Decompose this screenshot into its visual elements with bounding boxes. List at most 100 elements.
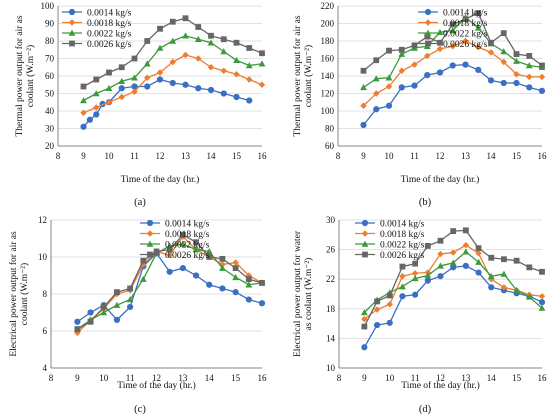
data-point xyxy=(93,111,100,118)
data-point xyxy=(488,254,495,261)
x-tick-label: 13 xyxy=(181,151,191,161)
data-point xyxy=(424,243,431,249)
data-point xyxy=(113,316,121,323)
data-point xyxy=(437,273,444,280)
data-point xyxy=(144,83,151,90)
series-3 xyxy=(80,32,266,104)
data-point xyxy=(513,51,520,58)
data-point xyxy=(233,93,240,101)
data-point xyxy=(475,258,482,265)
legend-marker xyxy=(424,8,432,16)
data-point xyxy=(118,77,126,84)
data-point xyxy=(462,241,470,249)
x-tick-label: 8 xyxy=(337,373,342,383)
data-point xyxy=(259,280,265,286)
data-point xyxy=(538,299,546,306)
y-tick-label: 14 xyxy=(326,333,336,343)
data-point xyxy=(475,245,482,252)
data-point xyxy=(131,88,138,95)
data-point xyxy=(194,35,202,42)
data-point xyxy=(424,52,431,60)
data-point xyxy=(179,265,186,272)
x-tick-label: 16 xyxy=(538,373,548,383)
data-point xyxy=(80,123,87,130)
x-tick-label: 10 xyxy=(99,373,109,383)
x-tick-label: 15 xyxy=(512,151,522,161)
series-1 xyxy=(360,61,546,129)
data-point xyxy=(436,69,444,76)
series-4 xyxy=(361,227,545,330)
data-point xyxy=(80,109,87,116)
data-point xyxy=(385,102,393,109)
series-4 xyxy=(80,15,265,90)
data-point xyxy=(385,83,393,90)
series-3 xyxy=(360,248,546,316)
data-point xyxy=(538,304,546,311)
data-point xyxy=(487,77,495,84)
data-point xyxy=(462,248,470,255)
x-tick-label: 16 xyxy=(258,151,268,161)
x-tick-label: 15 xyxy=(512,373,522,383)
legend-label: 0.0022 kg/s xyxy=(380,240,425,250)
data-point xyxy=(232,259,239,266)
data-point xyxy=(437,262,444,269)
y-tick-label: 10 xyxy=(38,252,48,262)
data-point xyxy=(374,298,380,305)
y-tick-label: 160 xyxy=(321,54,335,64)
x-tick-label: 9 xyxy=(362,373,367,383)
data-point xyxy=(195,85,202,92)
y-tick-label: 220 xyxy=(321,1,335,11)
data-point xyxy=(437,237,444,244)
data-point xyxy=(206,254,213,260)
legend-label: 0.0026 kg/s xyxy=(443,40,488,50)
data-point xyxy=(475,10,482,16)
data-point xyxy=(195,24,202,30)
y-tick-label: 120 xyxy=(321,89,335,99)
series-3 xyxy=(360,13,546,91)
data-point xyxy=(246,76,253,83)
data-point xyxy=(118,64,125,71)
data-point xyxy=(195,55,202,62)
x-tick-label: 14 xyxy=(487,373,497,383)
data-point xyxy=(233,56,240,63)
series-4 xyxy=(74,231,265,333)
data-point xyxy=(513,79,520,87)
y-tick-label: 26 xyxy=(326,245,336,255)
legend-marker xyxy=(68,19,76,26)
data-point xyxy=(411,42,418,49)
y-tick-label: 140 xyxy=(321,71,335,81)
data-point xyxy=(475,269,482,276)
x-tick-label: 10 xyxy=(385,151,395,161)
data-point xyxy=(411,270,419,277)
series-line xyxy=(83,78,250,128)
y-tick-label: 40 xyxy=(45,106,55,116)
data-point xyxy=(139,275,147,282)
data-point xyxy=(246,97,253,104)
data-point xyxy=(412,291,419,298)
data-point xyxy=(450,264,457,271)
data-point xyxy=(232,273,240,281)
x-tick-label: 9 xyxy=(81,151,86,161)
data-point xyxy=(399,273,406,280)
data-point xyxy=(92,90,100,97)
legend-label: 0.0018 kg/s xyxy=(443,19,488,29)
panel-label: (c) xyxy=(134,404,146,415)
data-point xyxy=(487,49,495,56)
legend-marker xyxy=(361,219,369,227)
data-point xyxy=(233,39,240,46)
data-point xyxy=(411,61,418,68)
data-point xyxy=(220,48,228,55)
data-point xyxy=(411,275,419,282)
legend-label: 0.0018 kg/s xyxy=(380,230,425,240)
data-point xyxy=(538,73,546,81)
data-point xyxy=(526,52,533,59)
data-point xyxy=(258,300,266,307)
x-tick-label: 14 xyxy=(205,373,215,383)
x-tick-label: 9 xyxy=(361,151,366,161)
data-point xyxy=(424,33,431,40)
data-point xyxy=(437,39,443,46)
legend-marker xyxy=(69,40,75,47)
y-tick-label: 100 xyxy=(41,1,55,11)
data-point xyxy=(360,121,367,129)
data-point xyxy=(232,289,239,296)
